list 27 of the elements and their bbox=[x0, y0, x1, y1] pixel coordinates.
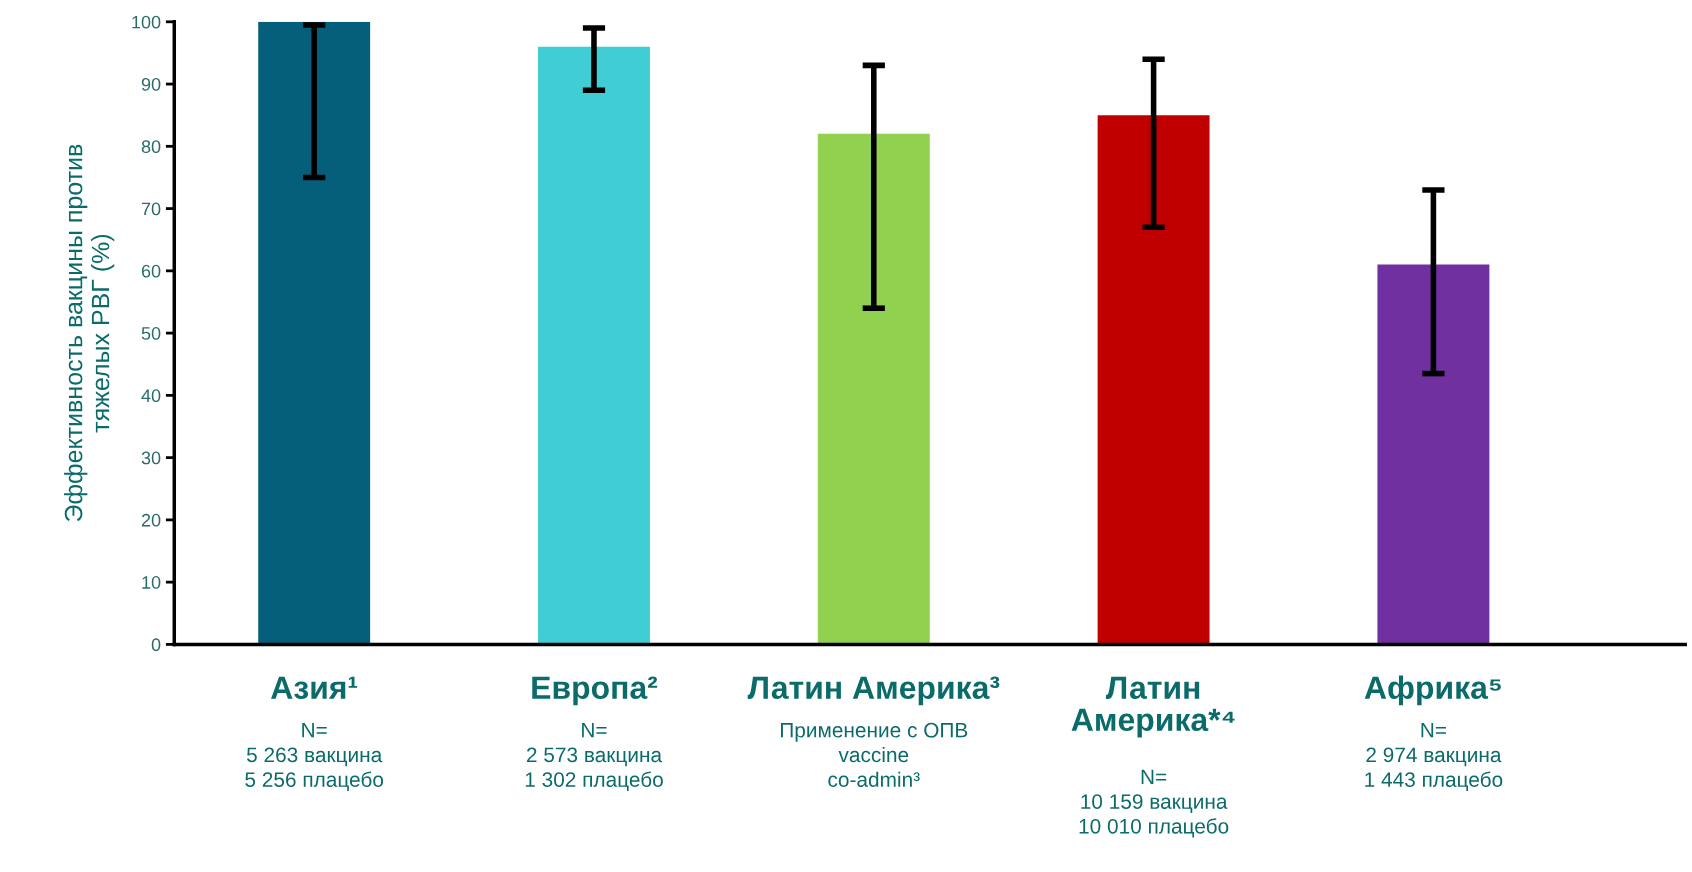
y-axis-title: Эффективность вакцины против тяжелых РВГ (%) bbox=[64, 144, 115, 522]
bar bbox=[817, 133, 930, 645]
x-tick-label: Африка⁵ bbox=[1364, 675, 1501, 706]
y-tick-label: 60 bbox=[141, 264, 161, 278]
text: N= 2 974 вакцина 1 443 плацебо bbox=[1365, 723, 1503, 791]
y-tick-label: 40 bbox=[141, 389, 161, 403]
text: Применение с ОПВ vaccine co-admin³ bbox=[780, 722, 968, 787]
text: N= 10 159 вакцина 10 010 плацебо bbox=[1079, 769, 1229, 838]
y-tick-label: 20 bbox=[141, 513, 161, 527]
x-tick-label: Латин Америка³ bbox=[747, 676, 1000, 706]
y-tick-label: 80 bbox=[141, 140, 161, 154]
bar bbox=[258, 21, 371, 645]
y-tick-label: 100 bbox=[132, 15, 161, 29]
bar bbox=[1097, 115, 1210, 645]
x-tick-label: Латин Америка*⁴ bbox=[1071, 676, 1235, 738]
text: N= 2 573 вакцина 1 302 плацебо bbox=[525, 723, 663, 791]
text: N= 5 263 вакцина 5 256 плацебо bbox=[245, 723, 384, 791]
x-tick-label: Азия¹ bbox=[271, 676, 358, 699]
y-tick-label: 70 bbox=[141, 202, 161, 216]
y-tick-label: 10 bbox=[142, 576, 161, 589]
x-tick-label: Европа² bbox=[532, 676, 658, 706]
y-tick-label: 0 bbox=[151, 638, 161, 652]
y-tick-label: 30 bbox=[141, 451, 161, 465]
y-tick-label: 50 bbox=[141, 327, 161, 340]
bar bbox=[1377, 264, 1490, 645]
bar bbox=[538, 46, 650, 645]
y-tick-label: 90 bbox=[141, 78, 161, 91]
